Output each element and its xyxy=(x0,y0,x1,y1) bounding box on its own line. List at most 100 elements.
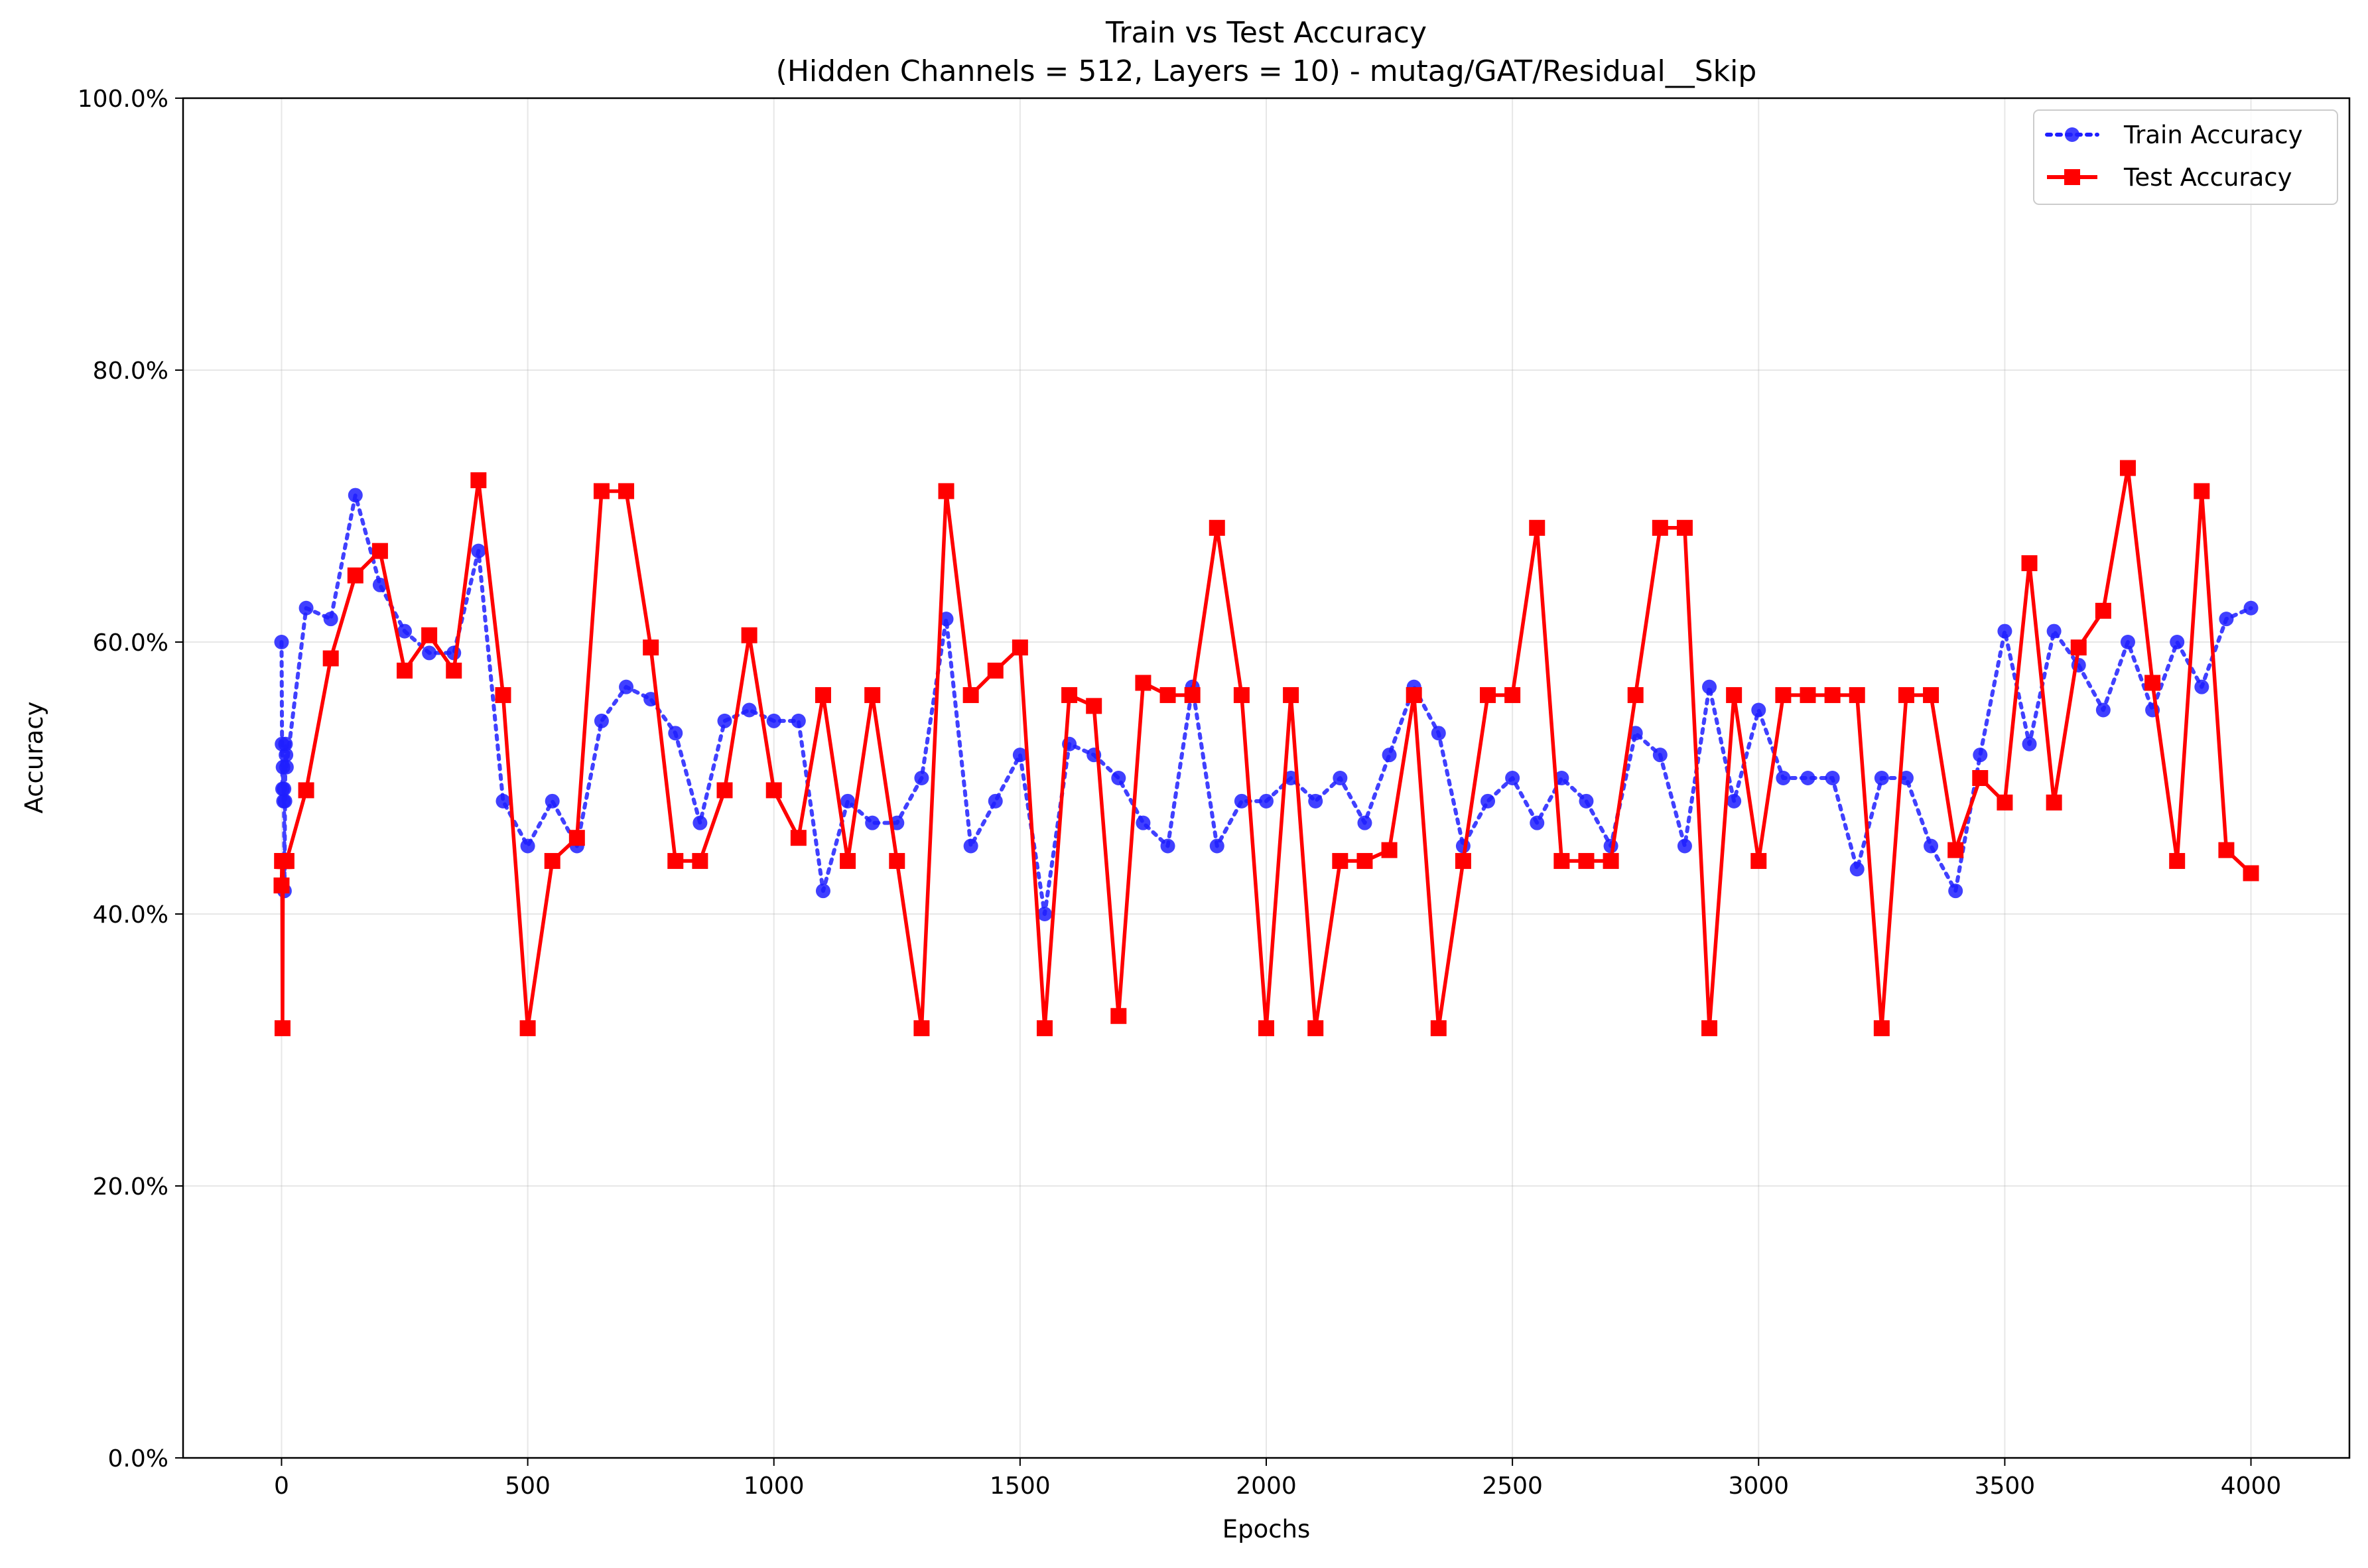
data-point xyxy=(274,635,289,649)
data-point xyxy=(865,815,880,830)
legend-test-label: Test Accuracy xyxy=(2123,163,2292,192)
data-point xyxy=(1677,838,1692,854)
data-point xyxy=(1973,748,1988,763)
data-point xyxy=(1800,771,1815,785)
data-point xyxy=(593,483,610,499)
data-point xyxy=(765,782,782,799)
legend-train-label: Train Accuracy xyxy=(2123,121,2302,149)
data-point xyxy=(1259,793,1274,809)
data-point xyxy=(1824,686,1841,703)
data-point xyxy=(815,883,830,899)
data-point xyxy=(913,1020,930,1037)
data-point xyxy=(1209,519,1225,536)
data-point xyxy=(2070,639,2087,656)
data-point xyxy=(446,663,462,679)
data-point xyxy=(1406,686,1422,703)
x-axis-label: Epochs xyxy=(1222,1515,1311,1543)
data-point xyxy=(840,853,856,870)
data-point xyxy=(279,748,294,763)
chart-title: Train vs Test Accuracy xyxy=(1105,16,1427,50)
data-point xyxy=(495,793,511,809)
data-point xyxy=(667,853,684,870)
data-point xyxy=(520,838,535,854)
data-point xyxy=(1184,686,1201,703)
data-point xyxy=(1825,771,1840,785)
data-point xyxy=(938,483,954,499)
data-point xyxy=(1061,686,1078,703)
data-point xyxy=(470,472,487,489)
data-point xyxy=(495,686,511,703)
data-point xyxy=(1430,1020,1447,1037)
data-point xyxy=(1283,771,1299,785)
x-tick-label: 500 xyxy=(505,1472,551,1500)
y-tick-label: 20.0% xyxy=(93,1173,168,1201)
data-point xyxy=(1136,815,1151,830)
data-point xyxy=(298,600,314,616)
data-point xyxy=(1972,770,1989,786)
data-point xyxy=(939,612,954,627)
x-tick-label: 3000 xyxy=(1728,1472,1789,1500)
data-point xyxy=(840,793,856,809)
x-tick-label: 1500 xyxy=(990,1472,1051,1500)
data-point xyxy=(963,838,978,854)
data-point xyxy=(1627,686,1644,703)
data-point xyxy=(2021,555,2038,572)
data-point xyxy=(519,1020,536,1037)
data-point xyxy=(1529,519,1546,536)
data-point xyxy=(1480,793,1496,809)
data-point xyxy=(643,639,659,656)
y-tick-label: 80.0% xyxy=(93,358,168,385)
data-point xyxy=(1750,853,1767,870)
data-point xyxy=(2046,623,2062,639)
legend: Train Accuracy Test Accuracy xyxy=(2033,109,2338,205)
data-point xyxy=(741,627,757,643)
x-tick-label: 3500 xyxy=(1975,1472,2036,1500)
data-point xyxy=(2022,736,2037,751)
data-point xyxy=(277,781,292,797)
y-axis-ticks: 0.0% 20.0% 40.0% 60.0% 80.0% 100.0% xyxy=(78,86,183,1472)
data-point xyxy=(1676,519,1693,536)
x-tick-label: 4000 xyxy=(2221,1472,2282,1500)
data-point xyxy=(1701,1020,1718,1037)
data-point xyxy=(1012,748,1027,763)
data-point xyxy=(717,713,732,728)
data-point xyxy=(372,577,387,592)
y-tick-label: 100.0% xyxy=(78,86,168,113)
data-point xyxy=(1209,838,1224,854)
data-point xyxy=(1012,639,1028,656)
data-point xyxy=(1111,771,1126,785)
data-point xyxy=(1923,686,1940,703)
data-point xyxy=(594,713,609,728)
series-train xyxy=(274,488,2259,921)
data-point xyxy=(1553,853,1570,870)
data-point xyxy=(1898,686,1914,703)
data-point xyxy=(1505,771,1520,785)
data-point xyxy=(1727,793,1742,809)
legend-train-marker xyxy=(2065,127,2079,142)
legend-box xyxy=(2033,109,2338,205)
data-point xyxy=(1849,862,1865,877)
data-point xyxy=(2095,702,2111,718)
data-point xyxy=(716,782,733,799)
data-point xyxy=(278,736,293,751)
data-series xyxy=(273,460,2259,1037)
data-point xyxy=(791,713,806,728)
data-point xyxy=(1258,1020,1274,1037)
data-point xyxy=(347,567,363,584)
data-point xyxy=(397,623,413,639)
data-point xyxy=(1283,686,1299,703)
data-point xyxy=(1530,815,1545,830)
data-point xyxy=(1751,702,1766,718)
data-point xyxy=(914,771,929,785)
data-point xyxy=(1947,842,1964,858)
series-test xyxy=(273,460,2259,1037)
data-point xyxy=(1480,686,1496,703)
data-point xyxy=(348,488,363,503)
data-point xyxy=(322,650,339,667)
data-point xyxy=(1036,1020,1053,1037)
data-point xyxy=(2218,842,2235,858)
data-point xyxy=(421,627,438,643)
data-point xyxy=(1948,883,1963,899)
